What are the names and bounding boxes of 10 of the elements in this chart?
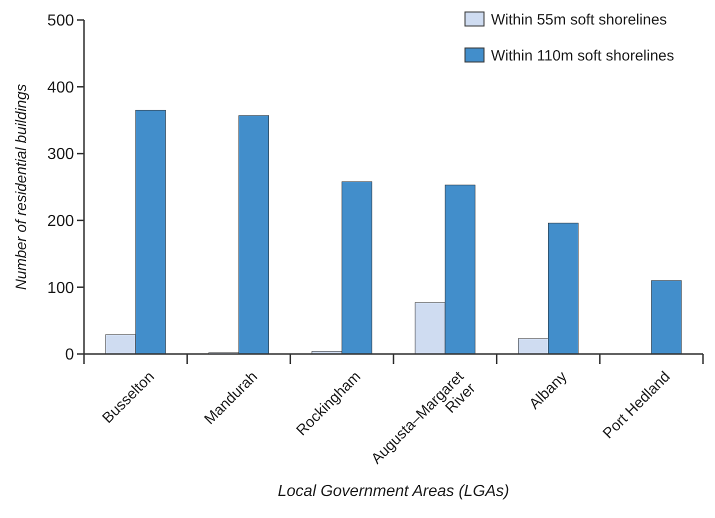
y-tick-label: 200 — [47, 213, 74, 230]
legend-label: Within 110m soft shorelines — [491, 47, 674, 64]
legend-label: Within 55m soft shorelines — [491, 11, 667, 28]
y-tick-label: 300 — [47, 146, 74, 164]
y-tick-label: 0 — [65, 346, 74, 364]
y-tick-label: 500 — [47, 12, 74, 30]
y-axis-title: Number of residential buildings — [13, 84, 30, 290]
y-tick-label: 100 — [47, 280, 74, 297]
y-tick-label: 400 — [47, 79, 74, 96]
x-axis-title: Local Government Areas (LGAs) — [278, 483, 510, 500]
